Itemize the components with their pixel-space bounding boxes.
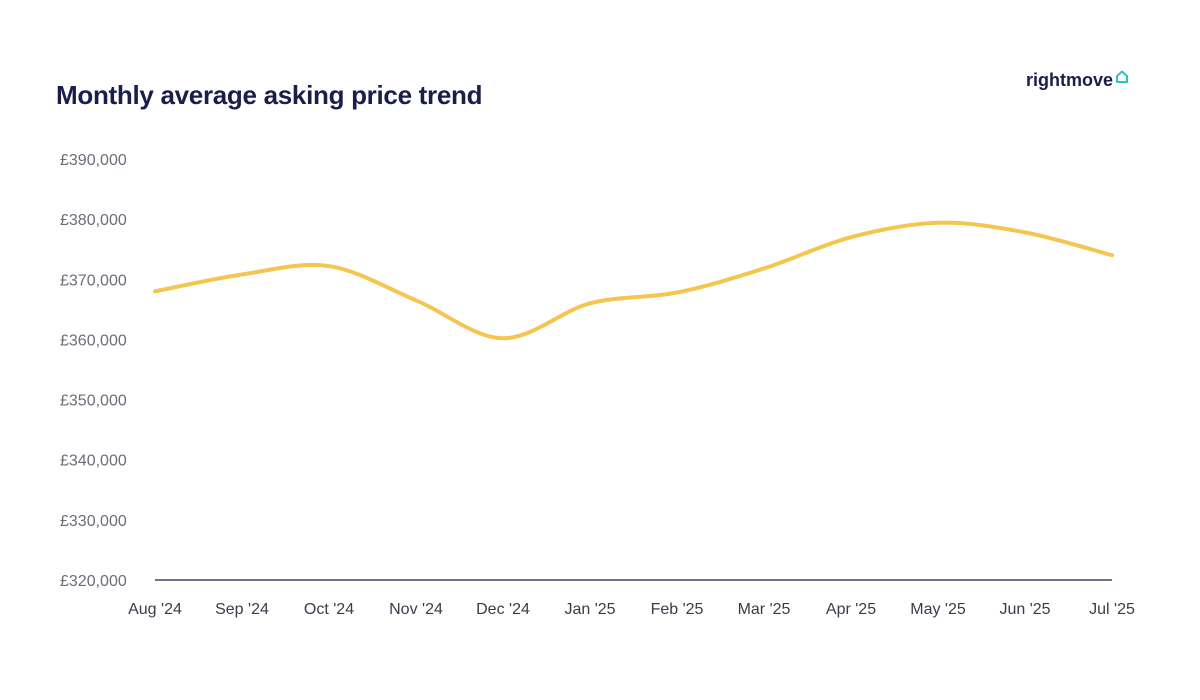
y-tick-label: £320,000 <box>60 573 127 590</box>
house-icon <box>1116 70 1128 83</box>
x-tick-label: Nov '24 <box>389 601 443 618</box>
x-tick-label: Feb '25 <box>651 601 704 618</box>
x-tick-label: Jan '25 <box>564 601 615 618</box>
y-axis: £320,000 £330,000 £340,000 £350,000 £360,000… <box>60 152 127 590</box>
y-tick-label: £330,000 <box>60 513 127 530</box>
x-tick-label: Jun '25 <box>999 601 1050 618</box>
y-tick-label: £390,000 <box>60 152 127 169</box>
y-tick-label: £360,000 <box>60 332 127 349</box>
y-tick-label: £340,000 <box>60 453 127 470</box>
x-tick-label: Mar '25 <box>738 601 791 618</box>
x-tick-label: Dec '24 <box>476 601 530 618</box>
y-tick-label: £350,000 <box>60 393 127 410</box>
x-tick-label: May '25 <box>910 601 966 618</box>
x-axis: Aug '24 Sep '24 Oct '24 Nov '24 Dec '24 Jan '… <box>128 601 1135 618</box>
x-tick-label: Apr '25 <box>826 601 876 618</box>
y-tick-label: £370,000 <box>60 272 127 289</box>
series-line <box>153 220 1114 341</box>
brand-logo: rightmove <box>1026 70 1130 91</box>
x-tick-label: Sep '24 <box>215 601 269 618</box>
x-tick-label: Oct '24 <box>304 601 354 618</box>
chart-title: Monthly average asking price trend <box>56 80 483 110</box>
x-tick-label: Aug '24 <box>128 601 182 618</box>
y-tick-label: £380,000 <box>60 212 127 229</box>
x-tick-label: Jul '25 <box>1089 601 1135 618</box>
brand-name: rightmove <box>1025 70 1113 90</box>
